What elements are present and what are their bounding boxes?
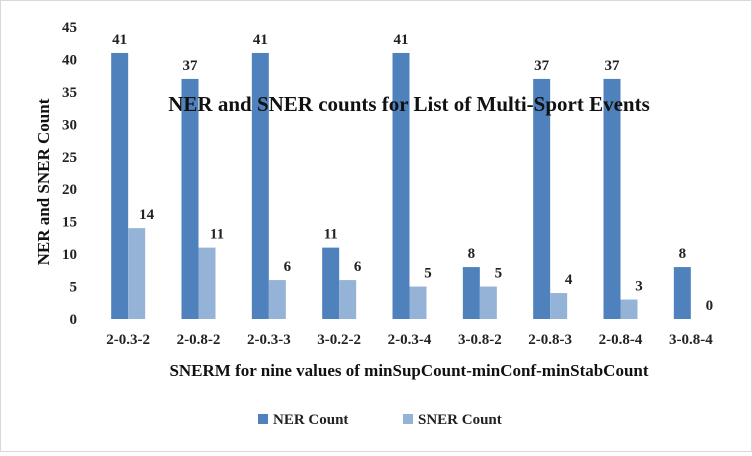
data-label: 37 bbox=[605, 58, 621, 74]
x-tick-label: 2-0.8-4 bbox=[599, 332, 643, 348]
bar-sner bbox=[620, 299, 638, 319]
x-axis: 2-0.3-2 2-0.8-2 2-0.3-3 3-0.2-2 2-0.3-4 3-0.8… bbox=[106, 332, 713, 348]
x-tick-label: 2-0.3-3 bbox=[247, 332, 291, 348]
data-label: 37 bbox=[534, 58, 550, 74]
bar-ner bbox=[533, 78, 551, 320]
legend: NER Count SNER Count bbox=[258, 412, 502, 428]
bar-ner bbox=[111, 52, 129, 319]
y-tick-label: 10 bbox=[62, 247, 77, 263]
data-label: 4 bbox=[565, 272, 573, 288]
y-tick-label: 40 bbox=[62, 52, 77, 68]
data-label: 0 bbox=[706, 298, 714, 314]
bar-ner bbox=[251, 52, 269, 319]
legend-swatch bbox=[258, 414, 268, 424]
bar-sner bbox=[339, 280, 357, 319]
chart-title: NER and SNER counts for List of Multi-Sp… bbox=[168, 92, 650, 116]
x-tick-label: 2-0.8-2 bbox=[177, 332, 221, 348]
bar-ner bbox=[462, 267, 480, 319]
data-label: 3 bbox=[635, 279, 643, 295]
data-label: 41 bbox=[394, 32, 409, 48]
data-label: 8 bbox=[679, 246, 687, 262]
x-tick-label: 3-0.2-2 bbox=[317, 332, 361, 348]
legend-label: NER Count bbox=[273, 412, 348, 428]
data-label: 11 bbox=[210, 227, 224, 243]
x-tick-label: 2-0.8-3 bbox=[528, 332, 572, 348]
y-tick-label: 20 bbox=[62, 182, 77, 198]
bar-sner bbox=[198, 247, 216, 319]
y-axis-label: NER and SNER Count bbox=[34, 98, 53, 265]
bar-ner bbox=[322, 247, 340, 319]
bar-ner bbox=[392, 52, 410, 319]
y-tick-label: 35 bbox=[62, 85, 77, 101]
data-label: 6 bbox=[284, 259, 292, 275]
data-label: 5 bbox=[424, 266, 432, 282]
x-tick-label: 3-0.8-2 bbox=[458, 332, 502, 348]
y-tick-label: 45 bbox=[62, 20, 77, 36]
bar-sner bbox=[409, 286, 427, 319]
x-tick-label: 3-0.8-4 bbox=[669, 332, 713, 348]
bar-ner bbox=[673, 267, 691, 319]
data-label: 41 bbox=[253, 32, 268, 48]
data-label: 5 bbox=[495, 266, 503, 282]
data-label: 8 bbox=[468, 246, 476, 262]
bar-sner bbox=[550, 293, 568, 319]
legend-swatch bbox=[403, 414, 413, 424]
y-tick-label: 25 bbox=[62, 150, 77, 166]
x-tick-label: 2-0.3-2 bbox=[106, 332, 150, 348]
bar-ner bbox=[181, 78, 199, 320]
y-tick-label: 15 bbox=[62, 215, 77, 231]
bars bbox=[111, 52, 691, 320]
data-label: 14 bbox=[139, 207, 155, 223]
data-labels: 41 14 37 11 41 6 11 6 41 5 8 5 37 4 37 3 8 0 bbox=[112, 32, 713, 314]
y-tick-label: 0 bbox=[70, 312, 78, 328]
bar-ner bbox=[603, 78, 621, 320]
bar-sner bbox=[128, 228, 146, 319]
x-axis-label: SNERM for nine values of minSupCount-min… bbox=[169, 361, 648, 380]
legend-label: SNER Count bbox=[418, 412, 502, 428]
y-tick-label: 5 bbox=[70, 280, 78, 296]
bar-sner bbox=[268, 280, 286, 319]
y-tick-label: 30 bbox=[62, 117, 77, 133]
data-label: 37 bbox=[183, 58, 199, 74]
data-label: 11 bbox=[324, 227, 338, 243]
bar-sner bbox=[479, 286, 497, 319]
y-axis: 0 5 10 15 20 25 30 35 40 45 bbox=[62, 20, 77, 328]
data-label: 41 bbox=[112, 32, 127, 48]
x-tick-label: 2-0.3-4 bbox=[388, 332, 432, 348]
data-label: 6 bbox=[354, 259, 362, 275]
